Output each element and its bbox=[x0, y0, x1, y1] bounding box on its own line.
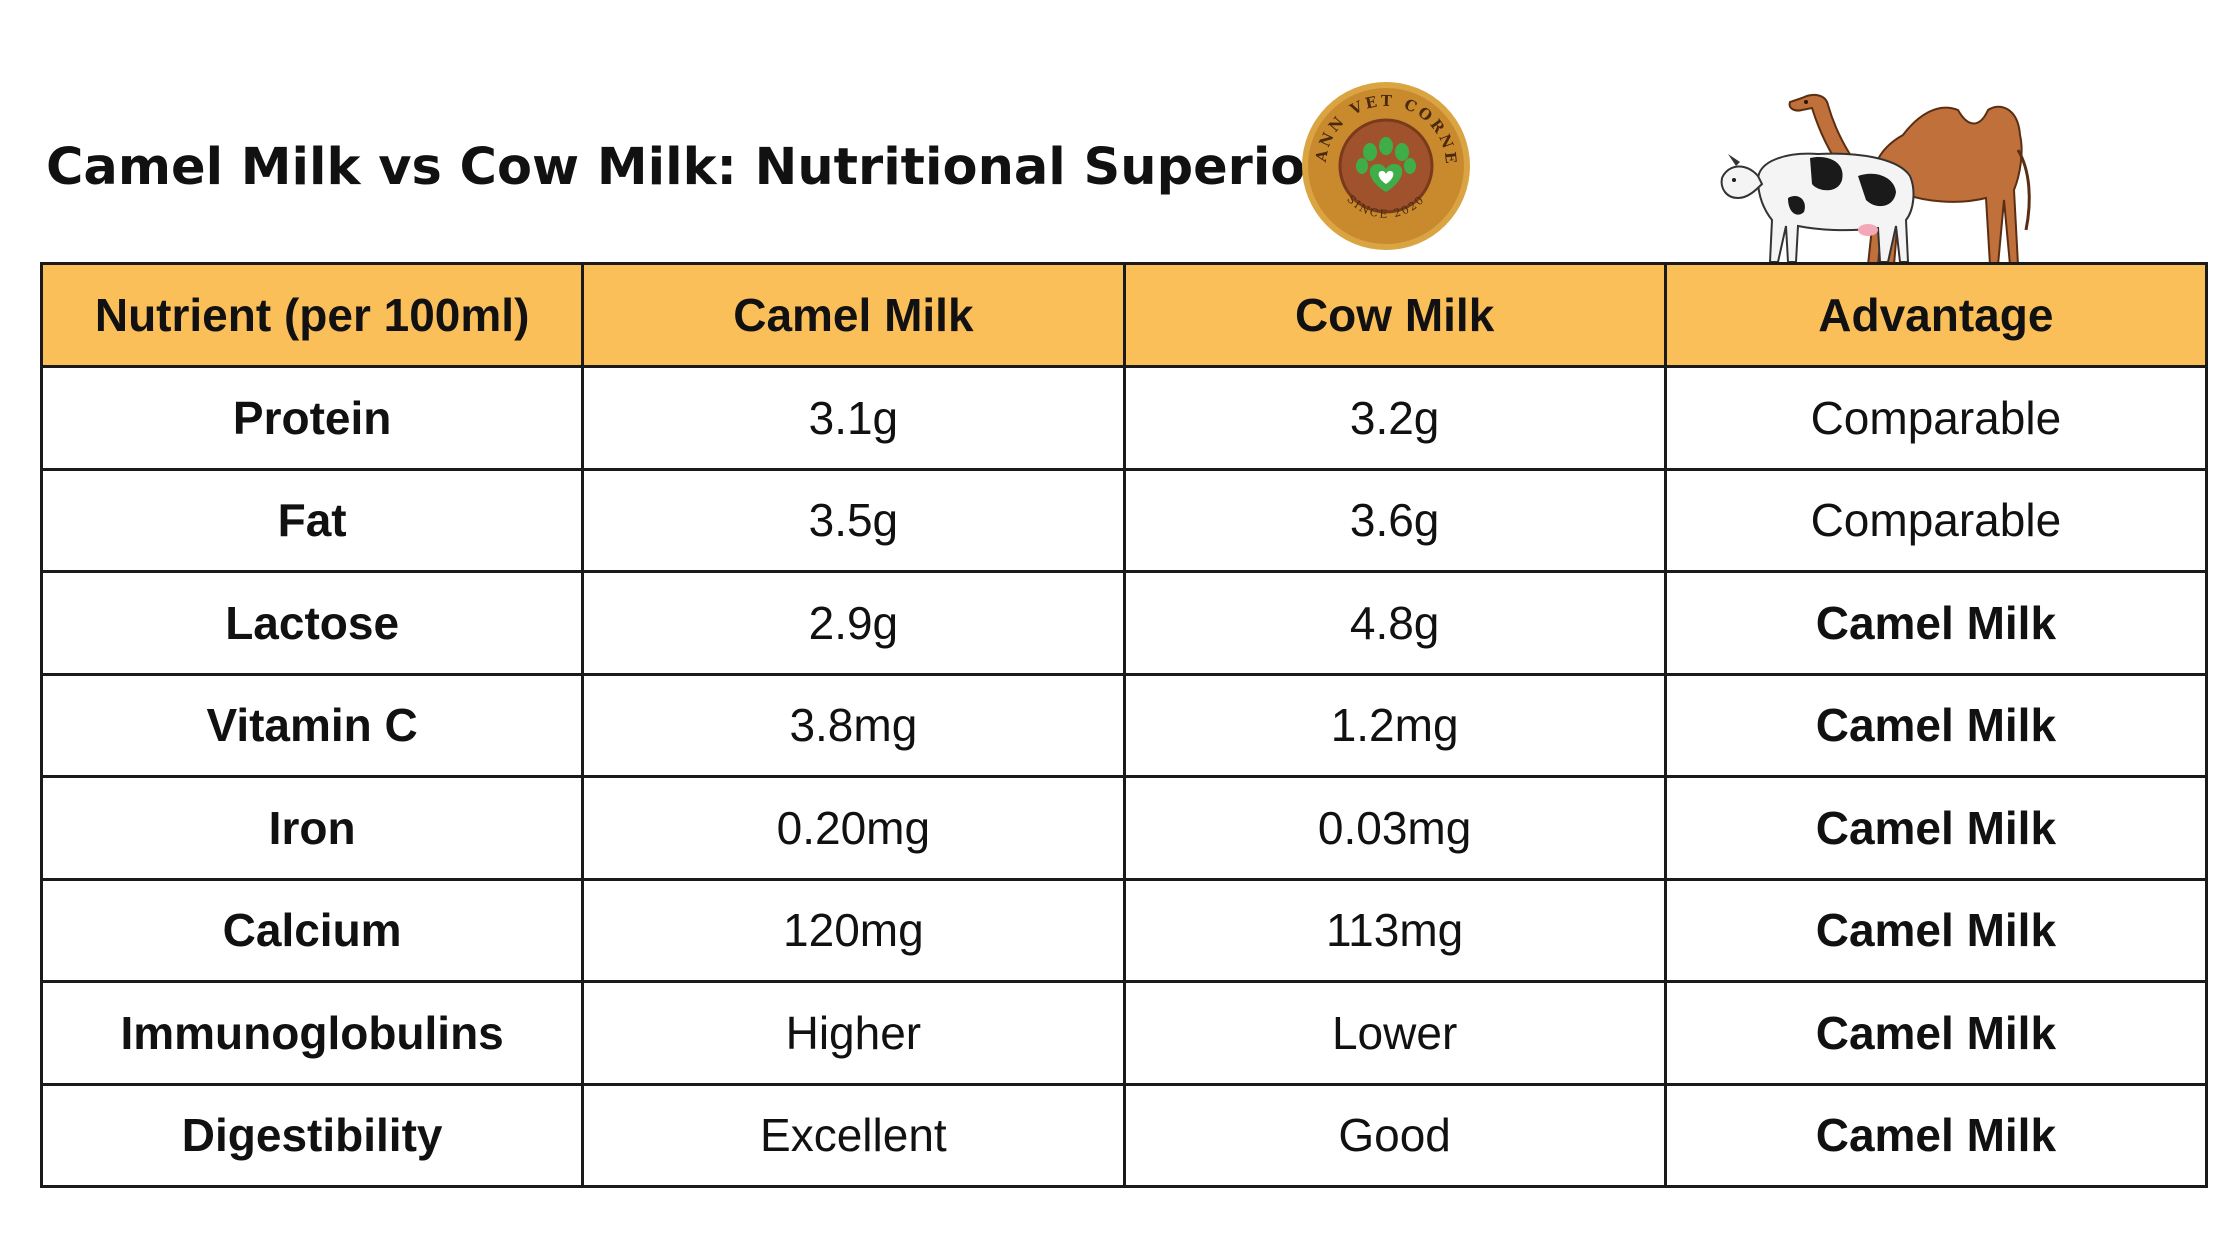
nutrient-cell: Calcium bbox=[39, 877, 585, 983]
table-row: Lactose 2.9g 4.8g Camel Milk bbox=[39, 570, 2209, 676]
camel-value-cell: 2.9g bbox=[581, 570, 1126, 676]
nutrient-cell: Protein bbox=[39, 365, 585, 471]
table-row: Immunoglobulins Higher Lower Camel Milk bbox=[39, 980, 2209, 1086]
table-row: Fat 3.5g 3.6g Comparable bbox=[39, 467, 2209, 573]
advantage-cell: Camel Milk bbox=[1663, 775, 2209, 881]
advantage-cell: Camel Milk bbox=[1663, 1082, 2209, 1188]
advantage-cell: Comparable bbox=[1663, 467, 2209, 573]
camel-value-cell: 0.20mg bbox=[581, 775, 1126, 881]
header-nutrient: Nutrient (per 100ml) bbox=[39, 262, 585, 368]
cow-and-camel-illustration bbox=[1720, 93, 2031, 266]
cow-value-cell: 3.2g bbox=[1122, 365, 1667, 471]
nutrient-cell: Lactose bbox=[39, 570, 585, 676]
camel-value-cell: 3.1g bbox=[581, 365, 1126, 471]
header-camel-milk: Camel Milk bbox=[581, 262, 1126, 368]
camel-value-cell: Higher bbox=[581, 980, 1126, 1086]
table-header-row: Nutrient (per 100ml) Camel Milk Cow Milk… bbox=[39, 262, 2209, 368]
cow-value-cell: 4.8g bbox=[1122, 570, 1667, 676]
cow-value-cell: Good bbox=[1122, 1082, 1667, 1188]
nutrient-cell: Digestibility bbox=[39, 1082, 585, 1188]
camel-value-cell: 3.8mg bbox=[581, 672, 1126, 778]
table-row: Digestibility Excellent Good Camel Milk bbox=[39, 1082, 2209, 1188]
nutrition-table: Nutrient (per 100ml) Camel Milk Cow Milk… bbox=[39, 262, 2209, 1188]
advantage-cell: Camel Milk bbox=[1663, 570, 2209, 676]
advantage-cell: Camel Milk bbox=[1663, 672, 2209, 778]
nutrient-cell: Iron bbox=[39, 775, 585, 881]
camel-value-cell: Excellent bbox=[581, 1082, 1126, 1188]
table-row: Vitamin C 3.8mg 1.2mg Camel Milk bbox=[39, 672, 2209, 778]
advantage-cell: Camel Milk bbox=[1663, 877, 2209, 983]
camel-value-cell: 120mg bbox=[581, 877, 1126, 983]
cow-value-cell: 1.2mg bbox=[1122, 672, 1667, 778]
camel-value-cell: 3.5g bbox=[581, 467, 1126, 573]
header-cow-milk: Cow Milk bbox=[1122, 262, 1667, 368]
cow-icon bbox=[1720, 152, 1915, 263]
advantage-cell: Camel Milk bbox=[1663, 980, 2209, 1086]
cow-value-cell: 113mg bbox=[1122, 877, 1667, 983]
nutrient-cell: Vitamin C bbox=[39, 672, 585, 778]
cow-value-cell: 3.6g bbox=[1122, 467, 1667, 573]
mann-vet-corner-logo: MANN VET CORNER SINCE 2020 bbox=[1300, 80, 1470, 250]
table-row: Protein 3.1g 3.2g Comparable bbox=[39, 365, 2209, 471]
table-row: Iron 0.20mg 0.03mg Camel Milk bbox=[39, 775, 2209, 881]
advantage-cell: Comparable bbox=[1663, 365, 2209, 471]
table-row: Calcium 120mg 113mg Camel Milk bbox=[39, 877, 2209, 983]
page-title: Camel Milk vs Cow Milk: Nutritional Supe… bbox=[46, 138, 1406, 197]
header-advantage: Advantage bbox=[1663, 262, 2209, 368]
nutrient-cell: Immunoglobulins bbox=[39, 980, 585, 1086]
paw-heart-icon bbox=[1356, 137, 1416, 192]
cow-value-cell: Lower bbox=[1122, 980, 1667, 1086]
nutrient-cell: Fat bbox=[39, 467, 585, 573]
cow-value-cell: 0.03mg bbox=[1122, 775, 1667, 881]
